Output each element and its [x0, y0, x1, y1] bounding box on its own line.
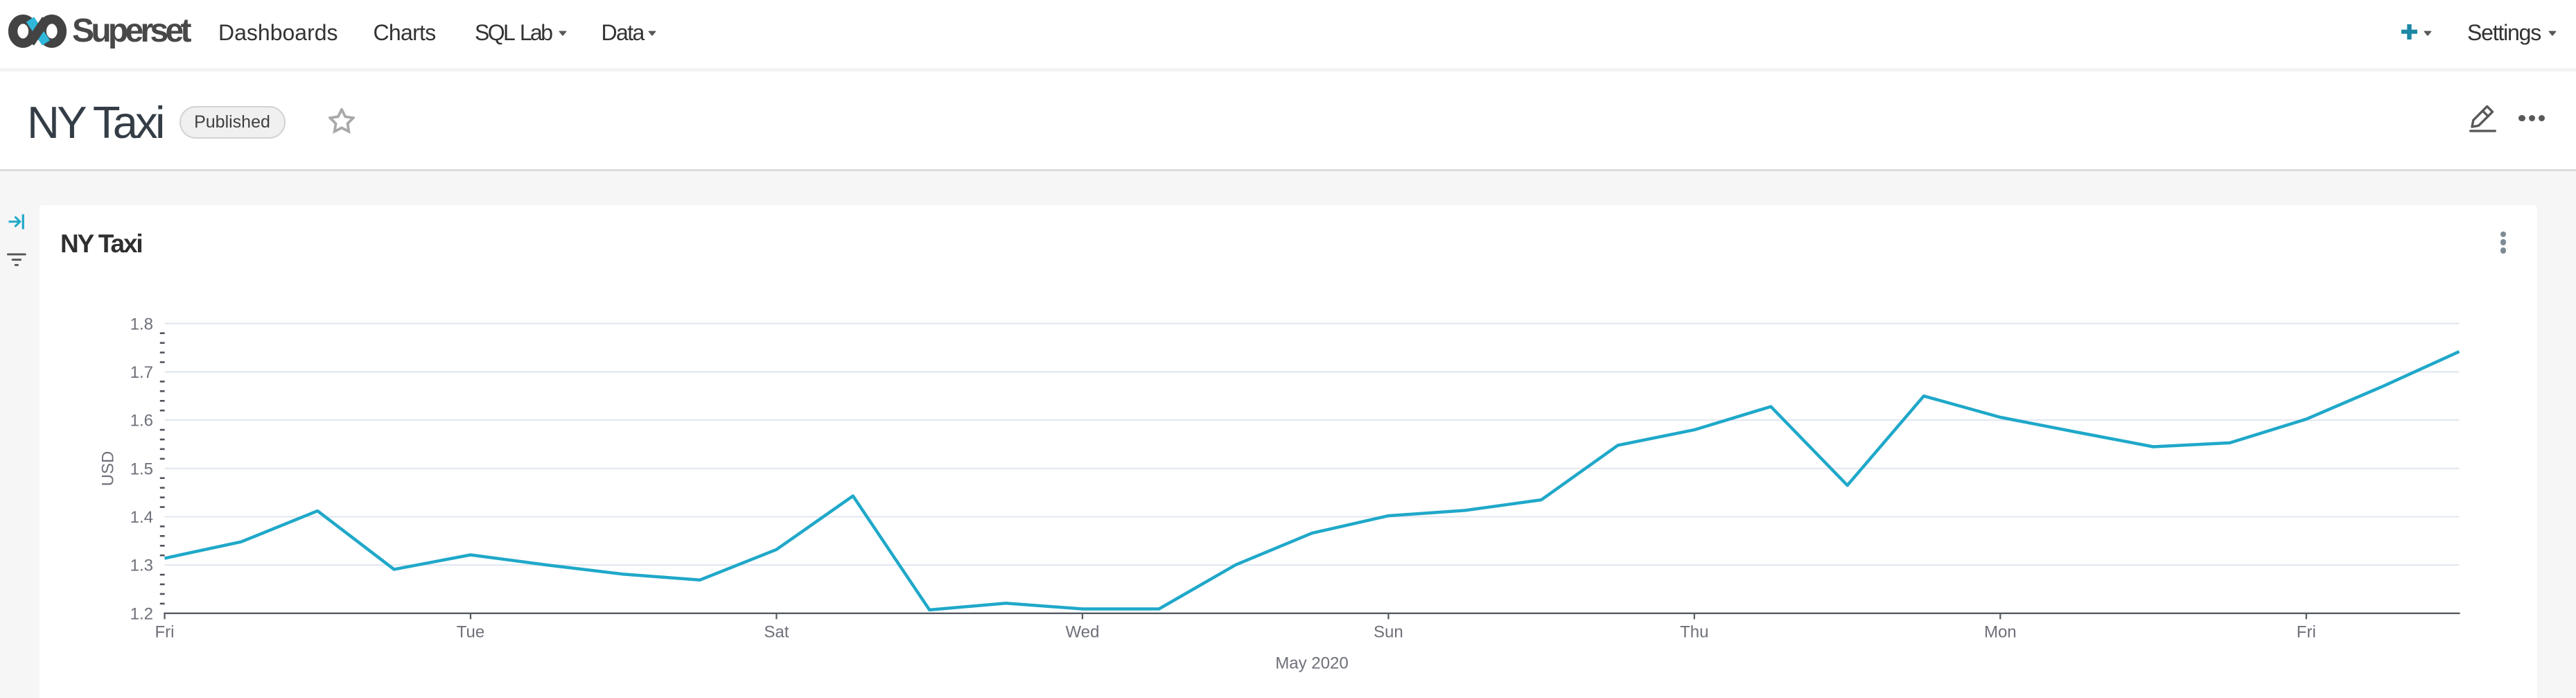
svg-text:Thu: Thu: [1680, 623, 1708, 642]
svg-text:Mon: Mon: [1984, 623, 2017, 642]
svg-text:1.6: 1.6: [130, 412, 153, 430]
svg-text:Sat: Sat: [764, 623, 789, 642]
svg-text:Sun: Sun: [1374, 623, 1403, 642]
svg-text:1.8: 1.8: [130, 315, 153, 333]
svg-text:1.7: 1.7: [130, 363, 153, 382]
svg-text:Tue: Tue: [457, 623, 484, 642]
svg-text:1.2: 1.2: [130, 604, 153, 623]
svg-text:1.5: 1.5: [130, 460, 153, 478]
svg-text:Fri: Fri: [155, 623, 175, 642]
svg-text:Fri: Fri: [2297, 623, 2316, 642]
svg-text:Wed: Wed: [1065, 623, 1099, 642]
svg-text:USD: USD: [99, 451, 118, 487]
svg-text:1.4: 1.4: [130, 508, 153, 527]
svg-text:May 2020: May 2020: [1275, 654, 1348, 673]
svg-text:1.3: 1.3: [130, 557, 153, 575]
